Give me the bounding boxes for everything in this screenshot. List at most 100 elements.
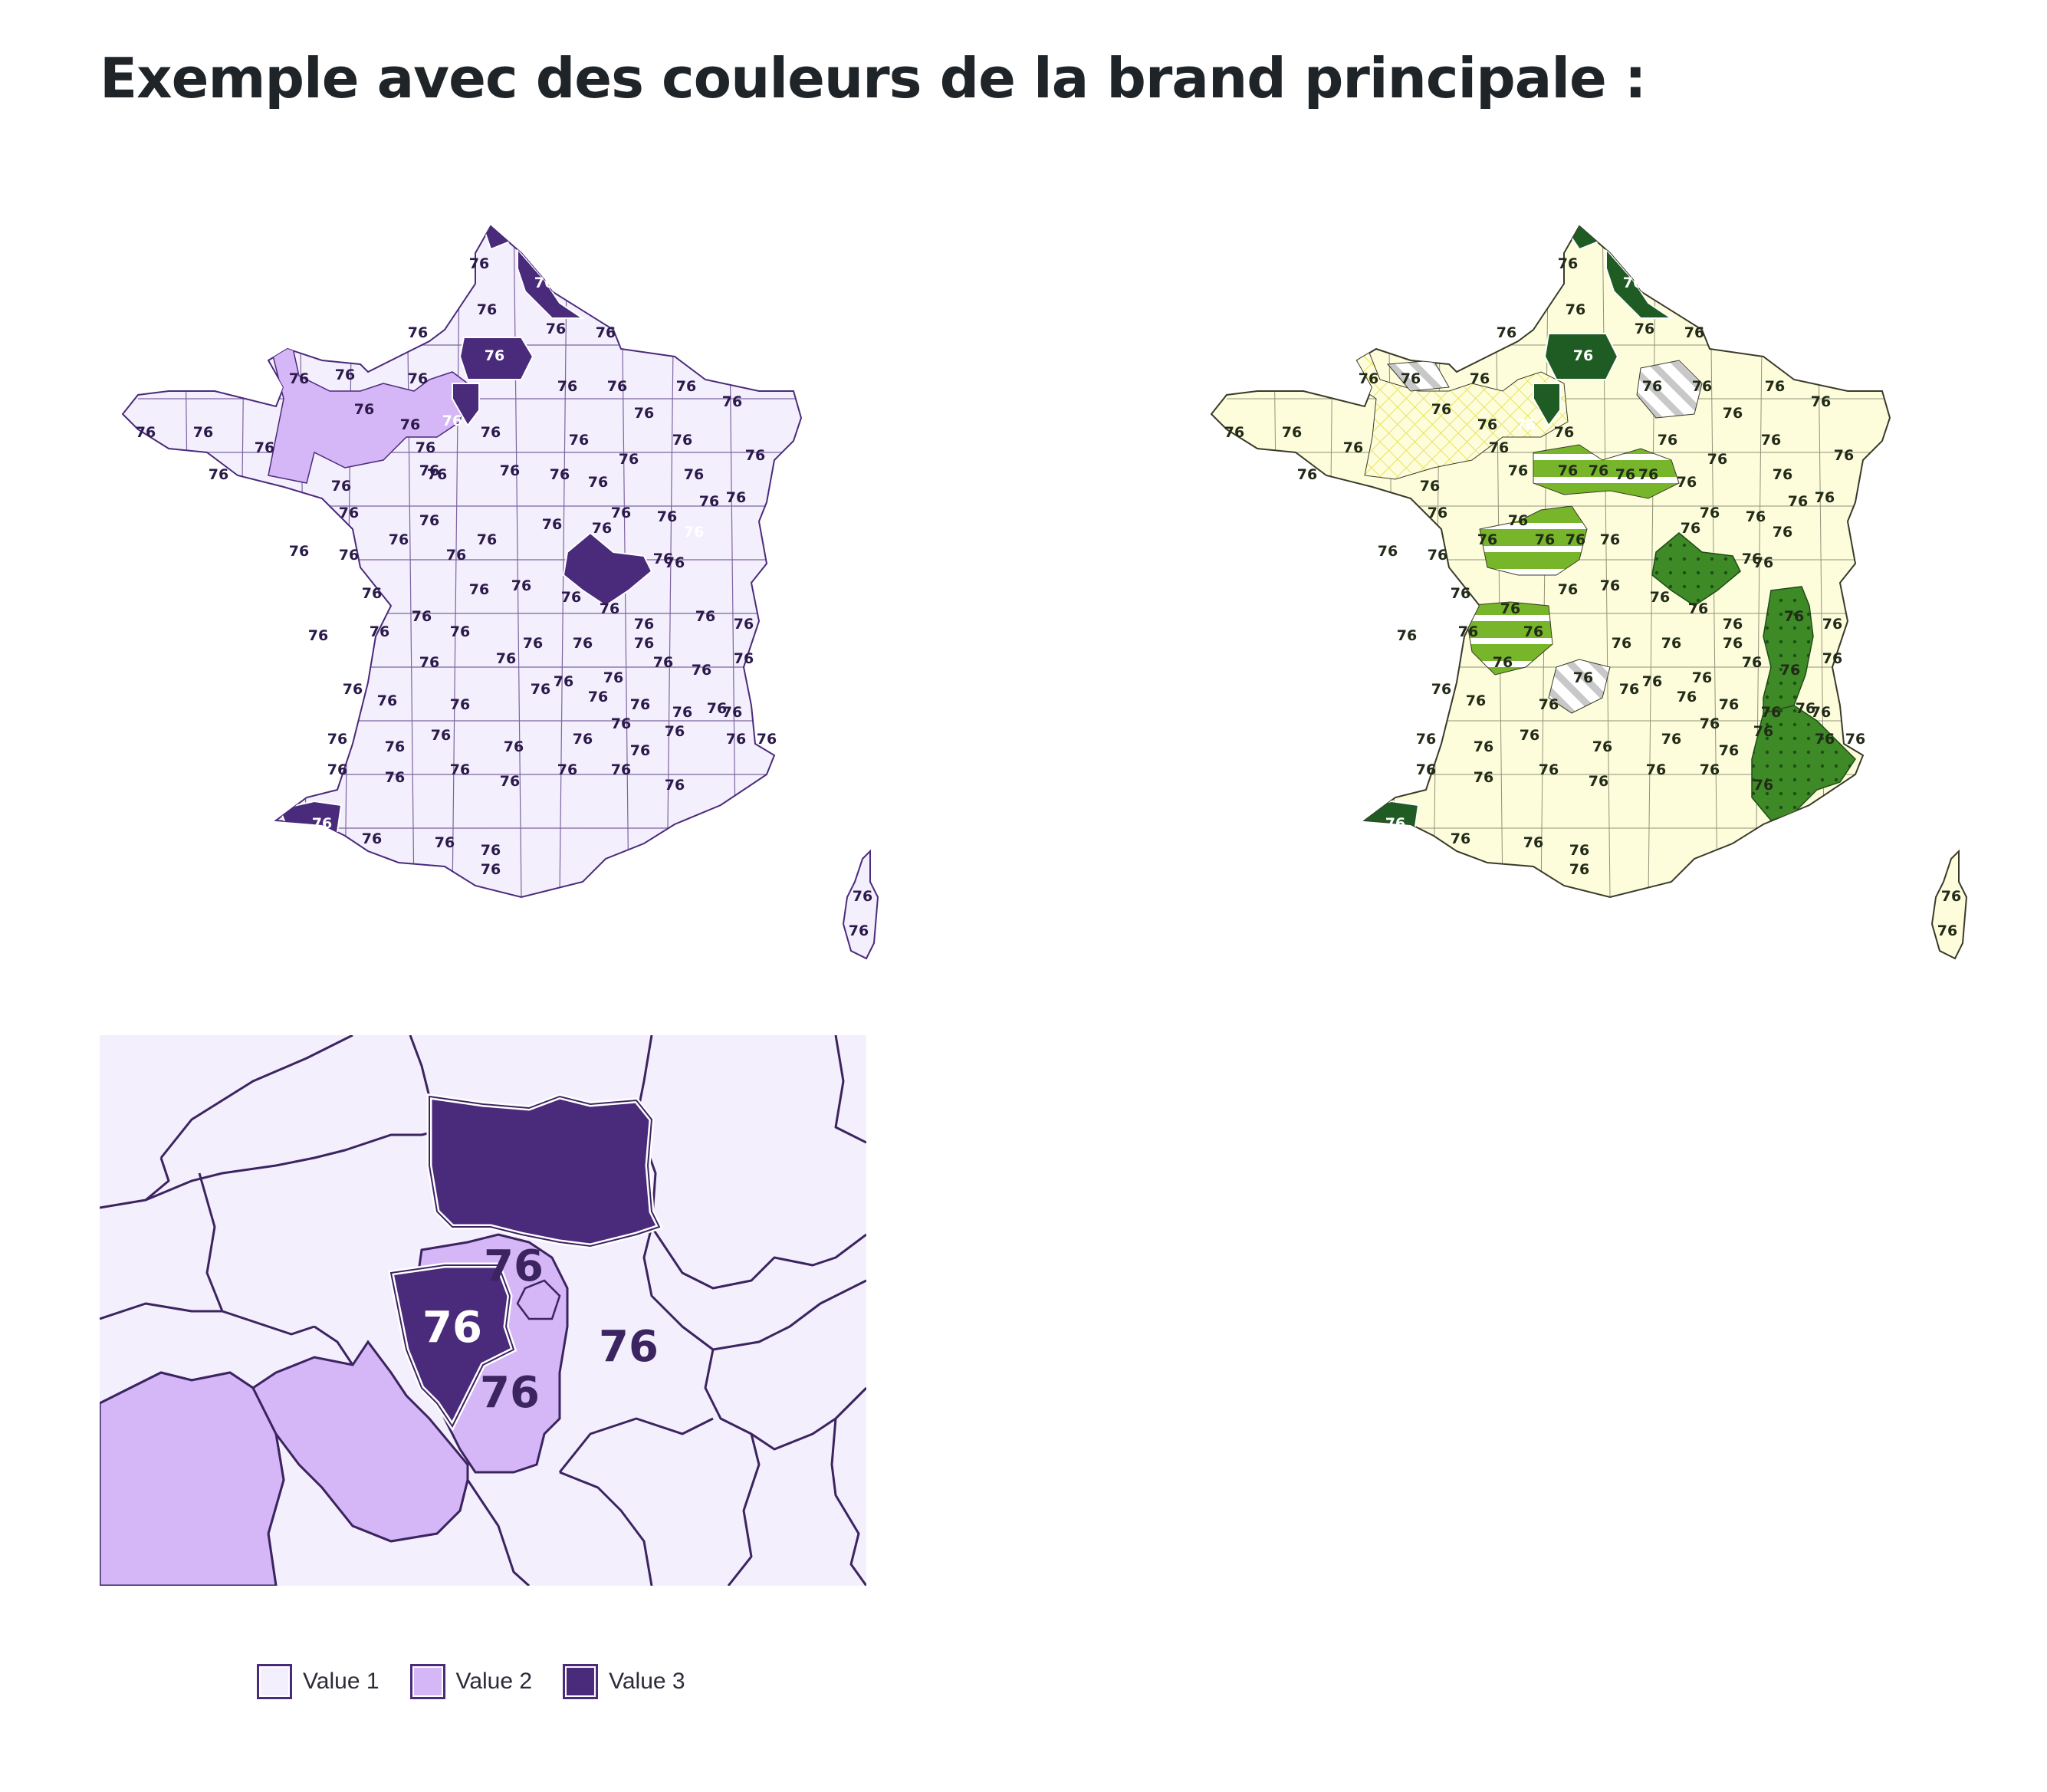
department-label: 76 [672, 704, 692, 721]
department-label: 76 [1566, 531, 1585, 548]
department-label: 76 [607, 378, 627, 395]
department-label: 76 [1224, 424, 1244, 441]
department-label: 76 [665, 777, 685, 794]
department-label: 76 [672, 432, 692, 449]
department-label: 76 [1416, 731, 1436, 748]
department-label: 76 [634, 405, 654, 422]
department-label: 76 [1600, 531, 1620, 548]
department-label: 76 [343, 681, 363, 698]
zoom-map-purple: 76 76 76 76 [100, 1035, 866, 1586]
green-departments [1227, 226, 1890, 897]
department-label: 76 [1834, 447, 1854, 464]
department-label: 76 [523, 635, 543, 652]
page-title: Exemple avec des couleurs de la brand pr… [100, 46, 1647, 110]
department-label: 76 [209, 466, 228, 483]
department-label: 76 [1661, 731, 1681, 748]
department-label: 76 [193, 424, 213, 441]
department-label: 76 [1343, 439, 1363, 456]
department-label: 76 [485, 347, 504, 364]
department-label: 76 [1719, 696, 1739, 713]
department-label: 76 [1811, 393, 1831, 410]
department-label: 76 [695, 608, 715, 625]
department-label: 76 [419, 512, 439, 529]
department-label: 76 [726, 731, 746, 748]
department-label: 76 [1420, 478, 1440, 495]
department-label: 76 [707, 700, 727, 717]
department-label: 76 [1474, 738, 1493, 755]
department-label: 76 [1619, 681, 1639, 698]
department-label: 76 [1773, 466, 1792, 483]
department-label: 76 [665, 723, 685, 740]
department-label: 76 [1723, 635, 1743, 652]
department-label: 76 [312, 815, 332, 832]
department-label: 76 [1780, 662, 1800, 679]
department-label: 76 [849, 922, 869, 939]
department-label: 76 [630, 696, 650, 713]
department-label: 76 [1723, 616, 1743, 633]
department-label: 76 [450, 696, 470, 713]
department-label: 76 [665, 554, 685, 571]
department-label: 76 [745, 447, 765, 464]
department-label: 76 [542, 516, 562, 533]
department-label: 76 [1466, 692, 1486, 709]
department-label: 76 [1688, 600, 1708, 617]
department-label: 76 [335, 367, 355, 383]
department-label: 76 [450, 761, 470, 778]
department-label: 76 [1359, 370, 1378, 387]
department-label: 76 [1822, 616, 1842, 633]
department-label: 76 [362, 585, 382, 602]
department-label: 76 [630, 742, 650, 759]
department-label: 76 [469, 581, 489, 598]
department-label: 76 [511, 577, 531, 594]
department-label: 76 [1822, 650, 1842, 667]
department-label: 76 [1742, 551, 1762, 567]
department-label: 76 [1642, 378, 1662, 395]
department-label: 76 [481, 424, 501, 441]
department-label: 76 [653, 551, 673, 567]
department-label: 76 [1681, 520, 1700, 537]
department-label: 76 [1431, 401, 1451, 418]
department-label: 76 [1508, 512, 1528, 529]
purple-departments [138, 226, 801, 897]
department-label: 76 [1753, 554, 1773, 571]
department-label: 76 [1397, 627, 1417, 644]
department-label: 76 [1719, 742, 1739, 759]
legend-label: Value 3 [609, 1669, 685, 1694]
department-label: 76 [1692, 669, 1712, 686]
legend-label: Value 2 [455, 1669, 533, 1694]
department-label: 76 [255, 439, 274, 456]
department-label: 76 [734, 616, 754, 633]
department-label: 76 [1458, 623, 1478, 640]
department-label: 76 [596, 324, 616, 341]
department-label: 76 [1477, 416, 1497, 433]
department-label: 76 [1401, 370, 1421, 387]
department-label: 76 [370, 623, 389, 640]
department-label: 76 [1796, 700, 1815, 717]
department-label: 76 [500, 462, 520, 479]
legend-label: Value 1 [303, 1669, 380, 1694]
department-label: 76 [431, 727, 451, 744]
department-label: 76 [408, 370, 428, 387]
department-label: 76 [557, 378, 577, 395]
department-label: 76 [1451, 585, 1470, 602]
department-label: 76 [331, 478, 351, 495]
department-label: 76 [1788, 493, 1808, 510]
department-label: 76 [692, 662, 711, 679]
department-label: 76 [427, 466, 447, 483]
department-label: 76 [634, 616, 654, 633]
department-label: 76 [1569, 861, 1589, 878]
department-label: 76 [1707, 451, 1727, 468]
department-label: 76 [1684, 324, 1704, 341]
department-label: 76 [1600, 577, 1620, 594]
department-label: 76 [136, 424, 156, 441]
purple-corsica [842, 849, 879, 960]
department-label: 76 [1589, 462, 1608, 479]
department-label: 76 [611, 715, 631, 732]
department-label: 76 [676, 378, 696, 395]
department-label: 76 [481, 861, 501, 878]
department-label: 76 [1558, 581, 1578, 598]
department-label: 76 [1700, 505, 1720, 521]
france-map-green-svg: 76 76 76 76 76 76 76 76 76 76 76 76 76 76 76 76 76 76 76 76… [1210, 225, 1968, 960]
department-label: 76 [550, 466, 570, 483]
department-label: 76 [1500, 600, 1520, 617]
